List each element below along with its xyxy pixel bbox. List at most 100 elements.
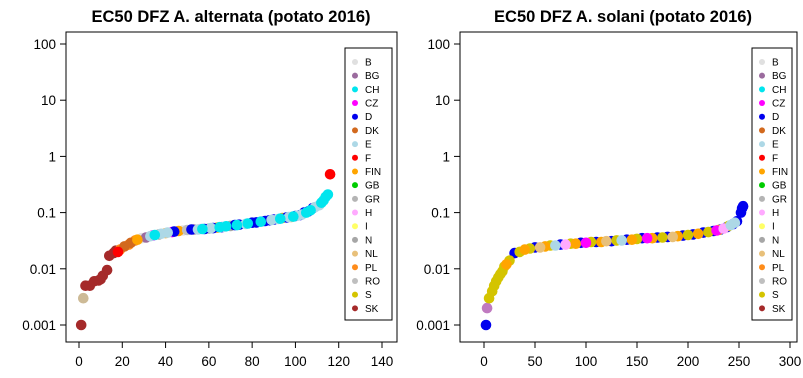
y-tick-label: 10: [41, 93, 56, 108]
legend-marker-n: [352, 236, 358, 243]
data-point-e: [550, 240, 561, 251]
data-point-ch: [231, 219, 243, 231]
y-tick-label: 0.1: [431, 206, 450, 221]
x-tick-label: 250: [728, 354, 751, 369]
data-point-nl: [534, 242, 546, 253]
legend-marker-pl: [352, 264, 358, 271]
data-point-ch: [255, 216, 267, 227]
y-tick-label: 10: [435, 93, 450, 108]
legend-label-dk: DK: [365, 126, 379, 137]
legend-label-f: F: [772, 153, 778, 164]
legend-marker-gb: [759, 182, 765, 189]
legend-marker-i: [352, 223, 358, 230]
x-tick-label: 120: [327, 354, 350, 369]
chart-panel-alternata: EC50 DFZ A. alternata (potato 2016) 0.00…: [22, 8, 398, 369]
data-point-ch: [288, 211, 299, 222]
legend-label-gr: GR: [772, 194, 787, 205]
x-tick-label: 40: [158, 354, 173, 369]
legend-marker-gr: [759, 195, 765, 202]
legend-marker-e: [759, 141, 765, 148]
data-point-h: [560, 239, 571, 250]
legend-label-s: S: [772, 290, 779, 301]
y-tick-label: 0.001: [416, 318, 450, 333]
x-tick-label: 20: [115, 354, 130, 369]
data-point-e: [616, 235, 627, 246]
data-point-f: [112, 246, 124, 258]
legend-label-ro: RO: [772, 276, 787, 287]
data-point-e: [162, 227, 173, 238]
legend-marker-dk: [759, 127, 765, 134]
legend-marker-d: [352, 113, 358, 120]
y-tick-label: 100: [427, 37, 450, 52]
legend-marker-bg: [352, 72, 358, 79]
legend-label-ch: CH: [365, 85, 379, 96]
legend-marker-ro: [759, 277, 765, 284]
data-point-ch: [322, 189, 334, 200]
legend-marker-n: [759, 236, 765, 243]
legend-label-gb: GB: [365, 181, 380, 192]
legend-label-i: I: [365, 222, 368, 233]
legend-label-d: D: [772, 112, 779, 123]
legend-label-sk: SK: [365, 304, 379, 315]
legend-marker-gr: [352, 195, 358, 202]
x-tick-label: 50: [527, 354, 542, 369]
legend-marker-s: [352, 291, 358, 298]
x-tick-label: 300: [779, 354, 802, 369]
data-points: [75, 169, 336, 331]
legend-marker-e: [352, 141, 358, 148]
data-point-fin: [570, 238, 582, 249]
data-point-nl: [667, 231, 678, 243]
legend-label-bg: BG: [365, 71, 380, 82]
data-point-cz: [641, 232, 653, 244]
legend-label-gb: GB: [772, 181, 787, 192]
legend-label-d: D: [365, 112, 372, 123]
legend-marker-sk: [352, 305, 358, 312]
legend-label-h: H: [365, 208, 372, 219]
legend-marker-dk: [352, 127, 358, 134]
legend-marker-nl: [352, 250, 358, 257]
legend-label-e: E: [365, 140, 372, 151]
y-tick-label: 100: [33, 37, 56, 52]
legend-label-bg: BG: [772, 71, 787, 82]
data-point-fin: [626, 234, 638, 245]
y-tick-label: 1: [442, 149, 450, 164]
data-point-sk: [101, 264, 113, 276]
data-point-ch: [275, 213, 286, 224]
legend-label-fin: FIN: [772, 167, 788, 178]
data-point-fin: [501, 259, 512, 270]
x-tick-label: 60: [201, 354, 216, 369]
data-point-s: [703, 226, 714, 238]
legend-marker-h: [759, 209, 765, 216]
data-point-s: [657, 232, 668, 243]
data-point-d: [737, 200, 749, 212]
legend-marker-bg: [759, 72, 765, 79]
data-point-e: [205, 222, 217, 234]
legend-marker-i: [759, 223, 765, 230]
legend-label-pl: PL: [772, 263, 785, 274]
legend-marker-pl: [759, 264, 765, 271]
legend-label-b: B: [365, 58, 372, 69]
x-tick-label: 100: [575, 354, 598, 369]
legend-marker-ch: [759, 86, 765, 93]
legend-marker-f: [352, 154, 358, 161]
y-tick-label: 0.1: [37, 206, 56, 221]
legend-label-i: I: [772, 222, 775, 233]
data-point-nl: [601, 235, 612, 247]
legend-marker-s: [759, 291, 765, 298]
data-point-ch: [197, 223, 208, 235]
legend-label-e: E: [772, 140, 779, 151]
legend-marker-gb: [352, 182, 358, 189]
legend-marker-ch: [352, 86, 358, 93]
x-tick-label: 140: [371, 354, 394, 369]
data-point-s: [78, 292, 89, 304]
legend-label-b: B: [772, 58, 779, 69]
legend-label-n: N: [365, 235, 372, 246]
legend-label-gr: GR: [365, 194, 380, 205]
legend-label-nl: NL: [365, 249, 378, 260]
data-point-ch: [242, 218, 254, 229]
x-tick-label: 100: [284, 354, 307, 369]
legend-marker-b: [352, 59, 358, 65]
data-point-s: [682, 229, 694, 241]
chart-title: EC50 DFZ A. alternata (potato 2016): [91, 8, 370, 26]
